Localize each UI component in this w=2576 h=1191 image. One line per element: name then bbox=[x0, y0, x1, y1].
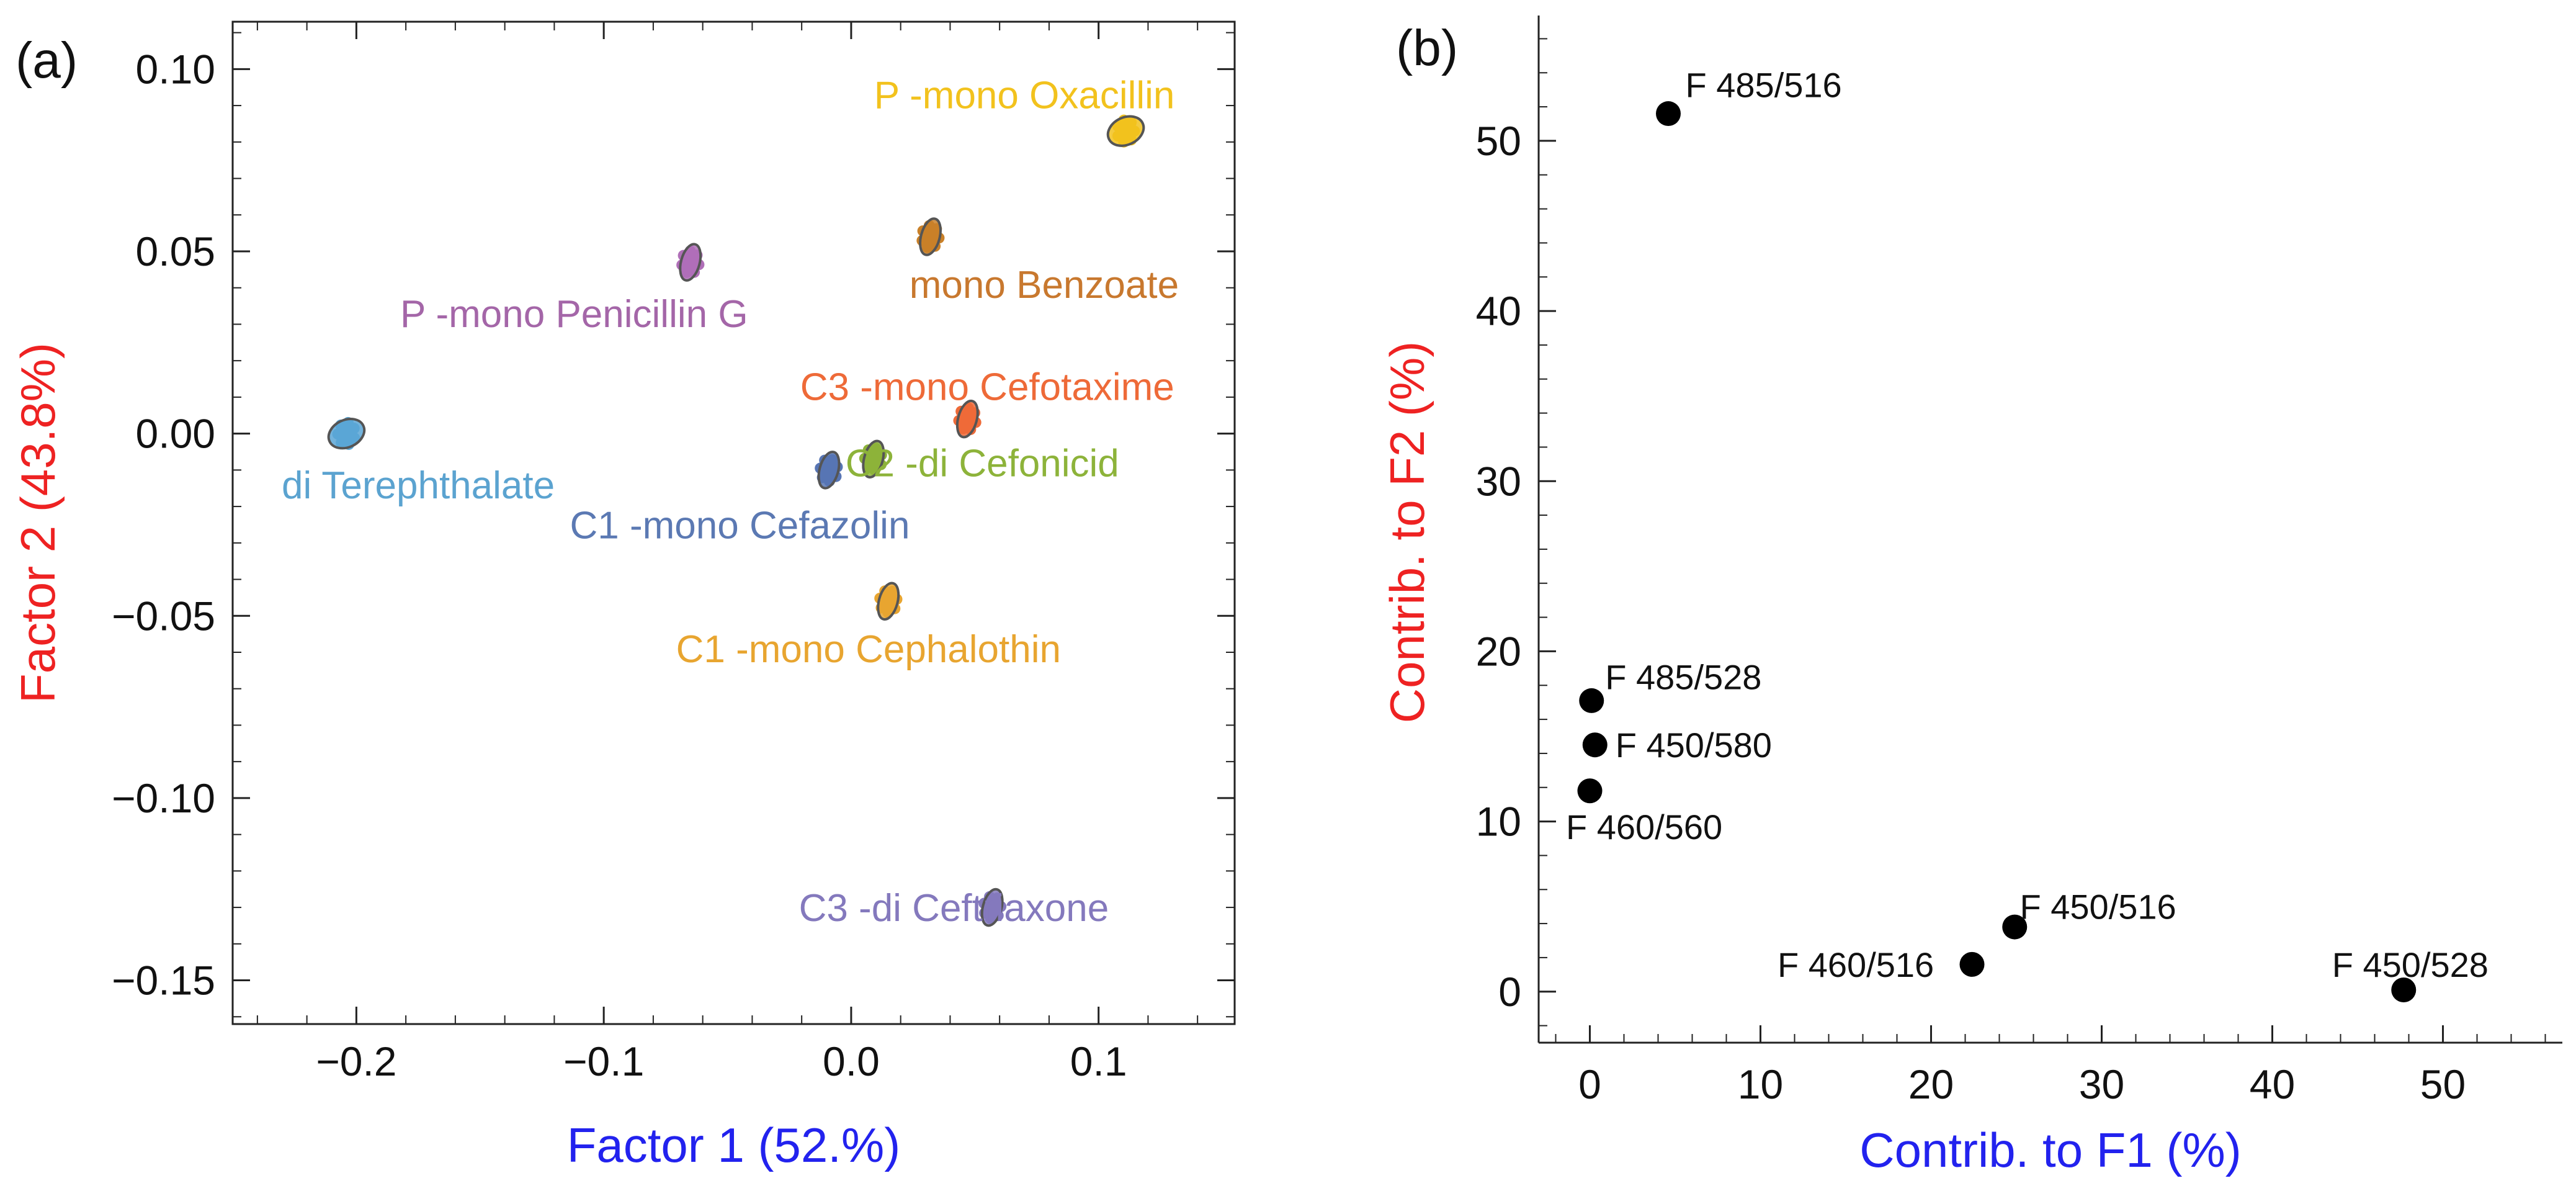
cluster-c2-di-cefonicid bbox=[859, 439, 887, 479]
point-label: F 450/516 bbox=[2020, 888, 2176, 927]
y-tick-label: 20 bbox=[1476, 628, 1521, 674]
panel-a-factor-plot: −0.2 −0.1 0.0 0.1 0.10 0.05 0.00 −0.05 −0.10 −0.1… bbox=[11, 20, 1236, 1172]
cluster-c3-di-ceftriaxone bbox=[978, 888, 1007, 927]
y-tick-label: 50 bbox=[1476, 118, 1521, 164]
x-tick-label: 0 bbox=[1578, 1061, 1601, 1107]
y-tick-label: −0.10 bbox=[112, 775, 215, 821]
y-axis-title: Factor 2 (43.8%) bbox=[11, 343, 65, 703]
x-axis-title: Contrib. to F1 (%) bbox=[1859, 1123, 2242, 1177]
cluster-c3-mono-cefotaxime bbox=[953, 399, 982, 439]
data-point bbox=[2391, 978, 2417, 1003]
x-tick-label: 20 bbox=[1908, 1061, 1954, 1107]
y-axis-title: Contrib. to F2 (%) bbox=[1380, 341, 1434, 724]
y-tick-label: 0 bbox=[1498, 969, 1521, 1015]
cluster-mono-benzoate bbox=[916, 217, 945, 256]
cluster-label: P -mono Penicillin G bbox=[400, 293, 748, 336]
cluster-p-mono-penicillin-g bbox=[676, 243, 705, 282]
cluster-label: C1 -mono Cephalothin bbox=[676, 628, 1061, 671]
cluster-label: di Terephthalate bbox=[282, 464, 555, 507]
confidence-ellipse bbox=[955, 399, 979, 439]
confidence-ellipse bbox=[980, 888, 1004, 927]
point-label: F 460/516 bbox=[1778, 945, 1934, 984]
panel-b-contribution-plot: 0 10 20 30 40 50 0 10 20 30 40 50 (b) Contrib. to F1 … bbox=[1380, 16, 2562, 1177]
data-point bbox=[1959, 951, 1985, 977]
y-tick-label: −0.05 bbox=[112, 593, 215, 639]
point-label: F 450/580 bbox=[1616, 726, 1772, 765]
cluster-label: C1 -mono Cefazolin bbox=[570, 504, 910, 547]
confidence-ellipse bbox=[919, 217, 942, 256]
cluster-label: P -mono Oxacillin bbox=[874, 74, 1175, 117]
cluster-label: mono Benzoate bbox=[910, 264, 1179, 307]
confidence-ellipse bbox=[817, 451, 841, 490]
confidence-ellipse bbox=[327, 417, 366, 450]
confidence-ellipse bbox=[1106, 115, 1145, 147]
y-tick-label: 0.05 bbox=[136, 228, 215, 274]
data-point bbox=[1656, 101, 1681, 127]
x-tick-label: −0.2 bbox=[316, 1038, 396, 1084]
data-point bbox=[2002, 914, 2028, 940]
cluster-di-terephthalate bbox=[327, 416, 366, 450]
x-tick-label: 50 bbox=[2420, 1061, 2466, 1107]
data-point bbox=[1582, 732, 1608, 758]
confidence-ellipse bbox=[862, 439, 885, 479]
point-label: F 450/528 bbox=[2332, 945, 2489, 984]
confidence-ellipse bbox=[877, 582, 900, 621]
cluster-label: C3 -mono Cefotaxime bbox=[800, 366, 1174, 408]
y-tick-label: 40 bbox=[1476, 288, 1521, 334]
x-tick-label: 0.0 bbox=[823, 1038, 880, 1084]
cluster-p-mono-oxacillin bbox=[1106, 114, 1145, 148]
cluster-c1-mono-cephalothin bbox=[874, 582, 903, 621]
cluster-c1-mono-cefazolin bbox=[815, 451, 843, 490]
y-tick-label: 0.10 bbox=[136, 46, 215, 92]
x-axis-title: Factor 1 (52.%) bbox=[567, 1118, 901, 1172]
y-tick-label: −0.15 bbox=[112, 958, 215, 1004]
y-tick-label: 0.00 bbox=[136, 411, 215, 457]
y-tick-label: 30 bbox=[1476, 458, 1521, 504]
panel-label: (b) bbox=[1396, 20, 1458, 76]
x-tick-label: 40 bbox=[2250, 1061, 2295, 1107]
point-label: F 460/560 bbox=[1566, 807, 1722, 847]
x-tick-label: 30 bbox=[2079, 1061, 2124, 1107]
data-point bbox=[1579, 688, 1604, 713]
x-tick-label: 0.1 bbox=[1070, 1038, 1127, 1084]
point-label: F 485/528 bbox=[1605, 658, 1761, 697]
point-label: F 485/516 bbox=[1686, 65, 1842, 104]
x-tick-label: 10 bbox=[1738, 1061, 1783, 1107]
panel-label: (a) bbox=[16, 32, 78, 89]
cluster-label: C2 -di Cefonicid bbox=[846, 443, 1119, 485]
plot-frame bbox=[231, 20, 1236, 1025]
x-tick-label: −0.1 bbox=[563, 1038, 644, 1084]
data-point bbox=[1577, 778, 1603, 804]
y-tick-label: 10 bbox=[1476, 799, 1521, 845]
cluster-label: C3 -di Ceftriaxone bbox=[799, 887, 1109, 930]
confidence-ellipse bbox=[679, 243, 702, 282]
